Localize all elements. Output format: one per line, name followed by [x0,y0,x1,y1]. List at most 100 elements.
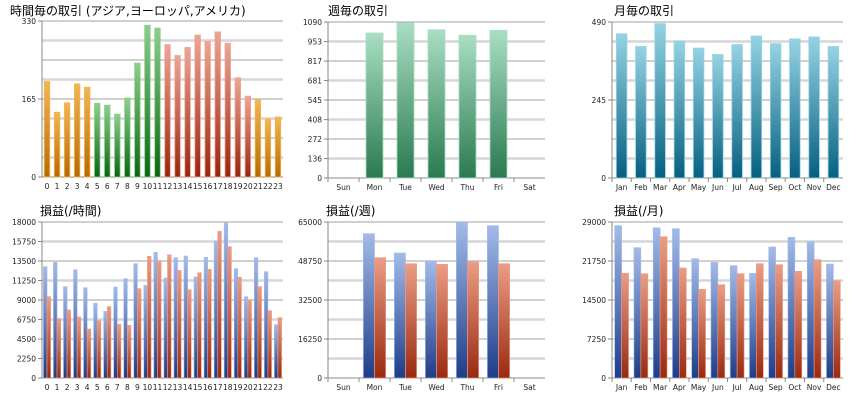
bar-series-2 [127,325,132,379]
x-tick-label: 14 [183,182,193,191]
bar-series-1 [113,286,118,379]
x-tick-label: 10 [143,383,153,392]
x-tick-label: Dec [826,383,841,392]
x-tick-label: 13 [173,182,183,191]
y-tick-label: 0 [31,173,36,182]
y-tick-label: 245 [592,96,607,105]
x-tick-label: 4 [85,182,90,191]
x-tick-label: 22 [263,383,273,392]
bar-series-2 [217,231,222,379]
bar-series-2 [76,316,82,379]
bar-series-1 [710,262,719,379]
bar-series-1 [103,311,108,379]
bar-series-2 [833,280,841,379]
bar-series-1 [487,225,499,379]
bar [244,95,252,178]
x-tick-label: Jun [711,383,724,392]
x-tick-label: Wed [428,183,445,192]
bar-series-2 [96,320,102,379]
y-tick-label: 16250 [298,335,322,344]
y-tick-label: 48750 [298,257,322,266]
x-tick-label: 18 [223,182,233,191]
bar [365,32,384,179]
x-tick-label: Jun [711,183,724,192]
y-tick-label: 490 [592,18,607,27]
chart-title: 損益(/月) [614,204,664,218]
bar-series-2 [66,309,72,379]
bar-series-2 [436,264,448,379]
y-tick-label: 681 [308,77,323,86]
x-tick-label: 1 [55,182,60,191]
y-tick-label: 0 [317,174,322,183]
bar [224,42,231,178]
x-tick-label: 9 [135,182,140,191]
y-tick-label: 65000 [298,218,322,227]
x-tick-label: 19 [233,182,243,191]
bar-series-2 [117,324,122,379]
bar [43,81,51,178]
bar [808,36,820,179]
bar-series-2 [86,328,92,379]
x-tick-label: 0 [45,182,50,191]
bar [134,62,141,178]
bar-series-2 [147,256,152,379]
bar-series-1 [672,228,680,379]
bar-series-2 [277,317,282,379]
bar [174,55,181,178]
y-tick-label: 545 [308,96,323,105]
y-tick-label: 0 [31,374,36,383]
bar-series-1 [143,285,148,379]
x-tick-label: 15 [193,383,203,392]
bar [615,33,628,179]
bar-series-1 [243,296,249,379]
bar-series-1 [163,277,168,379]
bar-series-2 [177,270,182,379]
x-tick-label: Apr [673,183,687,192]
y-tick-label: 0 [601,174,606,183]
weekly-pnl-plot: 0 16250 32500 48750 65000 Sun Mon Tue Wed Thu Fri S… [298,218,545,392]
x-tick-label: 6 [105,182,110,191]
bar-series-2 [467,261,479,379]
x-tick-label: Oct [788,183,801,192]
x-tick-label: 15 [193,182,203,191]
x-tick-label: 19 [233,383,243,392]
x-tick-label: Jan [615,183,628,192]
bar-series-1 [123,278,128,379]
monthly-pnl-plot: 0 7250 14500 21750 29000 Jan Feb Mar Apr May Jun Ju… [582,218,843,392]
x-tick-label: Dec [826,183,841,192]
bar-series-2 [405,263,417,379]
x-tick-label: 23 [273,383,283,392]
x-tick-label: 6 [105,383,110,392]
y-tick-label: 272 [308,135,323,144]
x-tick-label: Apr [673,383,687,392]
bar-series-1 [633,247,642,379]
y-tick-label: 15750 [12,238,36,247]
y-tick-label: 7250 [587,335,606,344]
y-tick-label: 1090 [303,18,322,27]
x-tick-label: Mar [653,383,668,392]
bar-series-2 [775,264,783,379]
bar [194,34,201,178]
y-tick-label: 32500 [298,296,322,305]
bar-series-1 [73,269,78,379]
bar [264,118,272,178]
x-tick-label: 7 [115,383,120,392]
bar-series-1 [652,227,661,379]
bar [396,22,415,179]
bar-series-1 [93,302,98,379]
bar-series-1 [274,324,279,379]
bar [654,23,666,179]
x-tick-label: Mar [653,183,668,192]
bar [204,40,211,178]
x-tick-label: Nov [807,383,822,392]
chart-title: 時間毎の取引 (アジア,ヨーロッパ,アメリカ) [10,4,246,18]
x-tick-label: Aug [749,183,764,192]
bar [184,47,191,178]
x-tick-label: 21 [253,383,263,392]
bar [692,47,705,179]
monthly-pnl-chart: 損益(/月) 0 7250 14500 21750 29000 Jan Feb Mar Apr M… [570,200,856,400]
bar [63,102,71,178]
bar-series-2 [257,286,262,379]
y-tick-label: 330 [22,17,37,26]
bar-series-1 [749,273,757,379]
